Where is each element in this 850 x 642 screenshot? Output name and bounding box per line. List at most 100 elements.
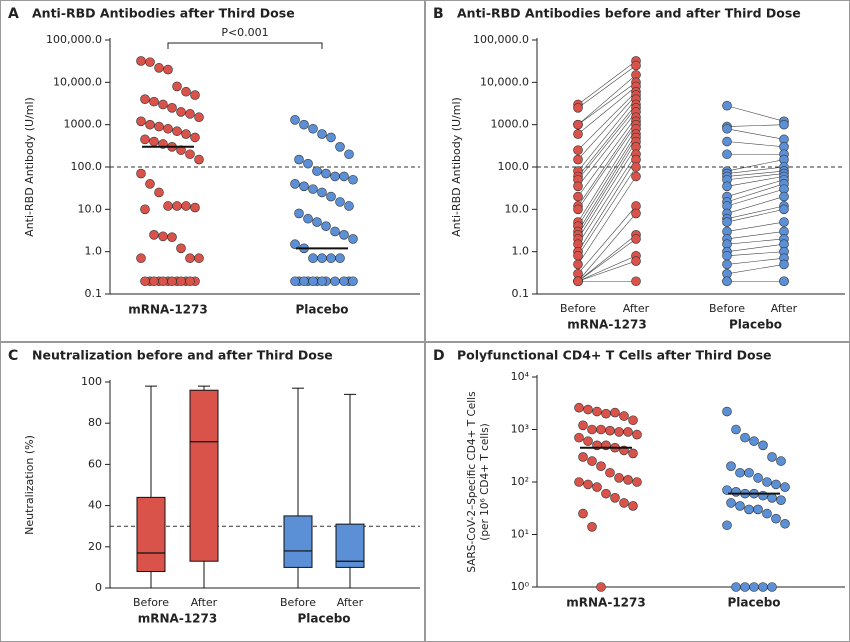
data-dot: [145, 57, 155, 67]
pair-line: [726, 176, 785, 187]
pair-line: [726, 196, 785, 214]
data-dot: [592, 406, 602, 417]
pair-line: [726, 128, 785, 140]
pair-line: [577, 141, 637, 235]
data-dot: [753, 504, 763, 515]
y-tick-label: 1000.0: [491, 118, 530, 131]
data-dot: [149, 230, 159, 240]
data-dot: [731, 424, 741, 435]
pair-line: [577, 255, 637, 282]
box: [283, 515, 313, 568]
data-dot: [722, 181, 732, 192]
data-dot: [190, 202, 200, 213]
data-dot: [767, 452, 777, 462]
data-dot: [303, 213, 313, 224]
data-dot: [632, 429, 642, 440]
data-dot: [326, 191, 336, 202]
data-dot: [587, 424, 597, 435]
data-dot: [294, 154, 304, 165]
pair-line: [577, 98, 637, 172]
data-dot: [619, 498, 629, 508]
pair-line: [726, 209, 785, 223]
data-dot: [573, 276, 583, 287]
annotation: P<0.001: [221, 26, 268, 39]
pair-line: [726, 173, 785, 181]
data-dot: [290, 276, 300, 287]
data-dot: [317, 129, 327, 139]
y-tick-label: 10¹: [511, 528, 529, 541]
data-dot: [573, 204, 583, 215]
data-dot: [167, 103, 177, 113]
data-dot: [167, 232, 177, 242]
data-dot: [573, 119, 583, 130]
data-dot: [740, 582, 750, 592]
data-dot: [194, 154, 204, 165]
x-group-label: Placebo: [295, 303, 348, 317]
data-dot: [574, 477, 584, 487]
data-dot: [726, 498, 736, 508]
data-dot: [726, 461, 736, 471]
data-dot: [573, 129, 583, 139]
pair-line: [726, 264, 785, 275]
data-dot: [631, 256, 641, 266]
pair-line: [726, 105, 785, 122]
y-axis-label: Neutralization (%): [23, 435, 36, 535]
data-dot: [136, 56, 146, 66]
data-dot: [779, 217, 789, 227]
data-dot: [172, 201, 182, 211]
y-axis-label: Anti-RBD Antibody (U/ml): [450, 97, 463, 237]
data-dot: [185, 253, 195, 264]
data-dot: [140, 276, 150, 287]
y-tick-label: 10⁴: [511, 370, 530, 383]
pair-line: [577, 260, 637, 282]
data-dot: [299, 181, 309, 192]
data-dot: [294, 208, 304, 219]
data-dot: [771, 513, 781, 524]
data-dot: [758, 490, 768, 501]
data-dot: [321, 221, 331, 231]
panel-title: Neutralization before and after Third Do…: [32, 348, 333, 363]
box: [335, 523, 365, 568]
data-dot: [614, 427, 624, 437]
data-dot: [308, 253, 318, 264]
data-dot: [308, 276, 318, 287]
data-dot: [317, 276, 327, 287]
pair-line: [577, 128, 637, 223]
pair-line: [577, 124, 637, 210]
x-group-label: mRNA-1273: [566, 596, 645, 610]
data-dot: [326, 253, 336, 264]
data-dot: [140, 94, 150, 104]
data-dot: [163, 123, 173, 134]
x-group-label: Placebo: [727, 596, 780, 610]
x-group-label: mRNA-1273: [567, 318, 646, 332]
y-tick-label: 10³: [511, 423, 529, 436]
data-dot: [158, 276, 168, 287]
data-dot: [145, 179, 155, 189]
data-dot: [154, 121, 164, 132]
data-dot: [154, 187, 164, 198]
panel-title: Polyfunctional CD4+ T Cells after Third …: [457, 348, 772, 363]
data-dot: [779, 259, 789, 270]
data-dot: [573, 154, 583, 165]
data-dot: [149, 96, 159, 107]
data-dot: [632, 477, 642, 487]
box: [136, 496, 166, 573]
data-dot: [628, 501, 638, 511]
pair-line: [577, 104, 637, 177]
pair-line: [726, 141, 785, 148]
data-dot: [190, 90, 200, 100]
y-tick-label: 100,000.0: [46, 33, 102, 46]
pair-line: [726, 221, 785, 232]
data-dot: [601, 408, 611, 419]
data-dot: [145, 119, 155, 130]
data-dot: [176, 145, 186, 155]
data-dot: [344, 201, 354, 211]
pair-line: [726, 188, 785, 207]
data-dot: [335, 197, 345, 207]
data-dot: [181, 129, 191, 139]
y-tick-label: 100.0: [498, 160, 530, 173]
data-dot: [596, 582, 606, 592]
data-dot: [308, 184, 318, 194]
data-dot: [181, 201, 191, 211]
pair-line: [577, 137, 637, 232]
